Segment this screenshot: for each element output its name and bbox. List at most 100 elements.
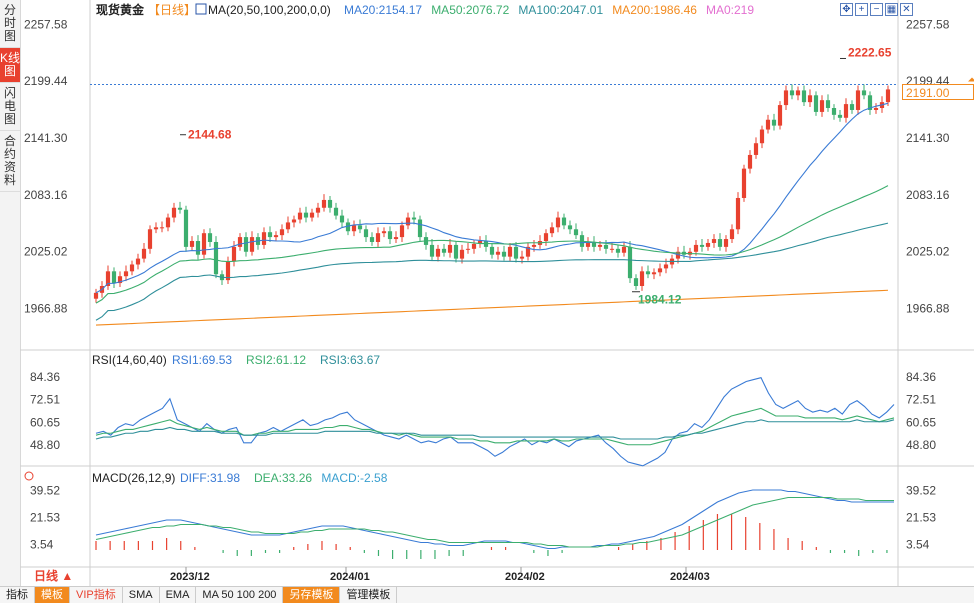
candle-body: [885, 89, 891, 103]
toolbar-indicators[interactable]: 指标: [0, 587, 35, 603]
candle-body: [645, 271, 651, 275]
candle-body: [207, 233, 213, 242]
grid-icon[interactable]: ▦: [885, 3, 898, 16]
candle-body: [639, 271, 645, 286]
zoom-in-icon[interactable]: +: [855, 3, 868, 16]
candle-body: [435, 248, 441, 257]
candle-body: [591, 241, 597, 247]
candle-body: [141, 248, 147, 259]
chart-area[interactable]: 现货黄金 【日线】 MA(20,50,100,200,0,0) MA20:2154.1…: [20, 0, 974, 602]
candle-body: [825, 100, 831, 109]
candle-body: [117, 276, 123, 284]
candle-body: [597, 244, 603, 247]
candle-body: [861, 90, 867, 96]
candle-body: [873, 108, 879, 110]
price-tick-left-5: 1966.88: [24, 302, 68, 316]
toolbar-vip-indicators[interactable]: VIP指标: [70, 587, 123, 603]
candle-body: [189, 241, 195, 247]
tab-kline[interactable]: K线图: [0, 48, 20, 83]
candle-body: [123, 271, 129, 277]
candle-body: [513, 246, 519, 259]
candle-body: [699, 244, 705, 247]
annotation-low: 1984.12: [638, 293, 682, 307]
kline-chart-svg[interactable]: 现货黄金 【日线】 MA(20,50,100,200,0,0) MA20:2154.1…: [20, 0, 974, 602]
candle-body: [843, 104, 849, 118]
candle-body: [387, 231, 393, 240]
move-icon[interactable]: ✥: [840, 3, 853, 16]
candle-body: [351, 225, 357, 232]
rsi-tick-right-1: 72.51: [906, 393, 936, 407]
candle-body: [621, 246, 627, 253]
candle-body: [411, 217, 417, 220]
candle-body: [249, 237, 255, 252]
price-tick-right-2: 2141.30: [906, 131, 950, 145]
rsi-tick-right-2: 60.65: [906, 415, 936, 429]
toolbar-save-template[interactable]: 另存模板: [283, 587, 341, 603]
toolbar-template[interactable]: 模板: [35, 587, 70, 603]
price-arrow-icon: [968, 77, 974, 82]
candle-body: [519, 256, 525, 259]
candle-body: [399, 225, 405, 238]
candle-body: [297, 212, 303, 220]
toolbar-manage-template[interactable]: 管理模板: [340, 587, 398, 603]
candle-body: [795, 90, 801, 96]
candle-body: [111, 271, 117, 284]
price-tick-left-1: 2199.44: [24, 74, 68, 88]
zoom-out-icon[interactable]: −: [870, 3, 883, 16]
toolbar-ema[interactable]: EMA: [160, 587, 197, 603]
candle-body: [279, 229, 285, 236]
candle-body: [147, 229, 153, 249]
candle-body: [747, 154, 753, 169]
candle-body: [561, 217, 567, 226]
period-tag: 【日线】: [148, 3, 196, 17]
candle-body: [375, 233, 381, 242]
candle-body: [369, 237, 375, 242]
candle-body: [153, 227, 159, 230]
candle-body: [567, 225, 573, 230]
candle-body: [267, 232, 273, 238]
candle-body: [129, 264, 135, 272]
rsi3-line: [95, 419, 895, 440]
macd-value-2: MACD:-2.58: [321, 471, 387, 485]
chart-controls: ✥ + − ▦ ✕: [840, 3, 913, 16]
tab-time-sharing[interactable]: 分时图: [0, 0, 20, 48]
tab-flash[interactable]: 闪电图: [0, 83, 20, 131]
candle-body: [327, 199, 333, 208]
candle-body: [855, 90, 861, 110]
candle-body: [663, 264, 669, 269]
macd-dea-line: [95, 496, 894, 548]
candle-body: [867, 95, 873, 110]
macd-tick-left-2: 3.54: [30, 538, 54, 552]
ma100-line: [95, 222, 889, 321]
annotation-high: 2222.65: [848, 45, 892, 59]
price-tick-right-0: 2257.58: [906, 17, 950, 31]
price-tick-right-4: 2025.02: [906, 245, 950, 259]
close-icon[interactable]: ✕: [900, 3, 913, 16]
candle-body: [615, 248, 621, 253]
price-tick-left-4: 2025.02: [24, 245, 68, 259]
candle-body: [321, 199, 327, 208]
rsi-value-2: RSI3:63.67: [320, 353, 380, 367]
candle-body: [711, 239, 717, 243]
tab-contract-info[interactable]: 合约资料: [0, 131, 20, 192]
month-label-3: 2024/03: [670, 571, 710, 583]
candle-body: [531, 244, 537, 247]
price-tick-left-0: 2257.58: [24, 17, 68, 31]
toolbar-ma-set[interactable]: MA 50 100 200: [196, 587, 284, 603]
ma-value-2: MA100:2047.01: [518, 3, 603, 17]
candle-body: [501, 251, 507, 257]
ma-value-0: MA20:2154.17: [344, 3, 422, 17]
candle-body: [693, 244, 699, 252]
month-label-0: 2023/12: [170, 571, 210, 583]
toolbar-sma[interactable]: SMA: [123, 587, 160, 603]
candle-body: [213, 241, 219, 275]
macd-tick-right-2: 3.54: [906, 538, 930, 552]
ma200-line: [95, 289, 889, 326]
candle-body: [723, 239, 729, 247]
price-tick-left-3: 2083.16: [24, 188, 68, 202]
candle-body: [555, 217, 561, 228]
candle-body: [465, 248, 471, 250]
candle-body: [165, 217, 171, 228]
candle-body: [735, 197, 741, 230]
rsi-tick-left-0: 84.36: [30, 370, 60, 384]
